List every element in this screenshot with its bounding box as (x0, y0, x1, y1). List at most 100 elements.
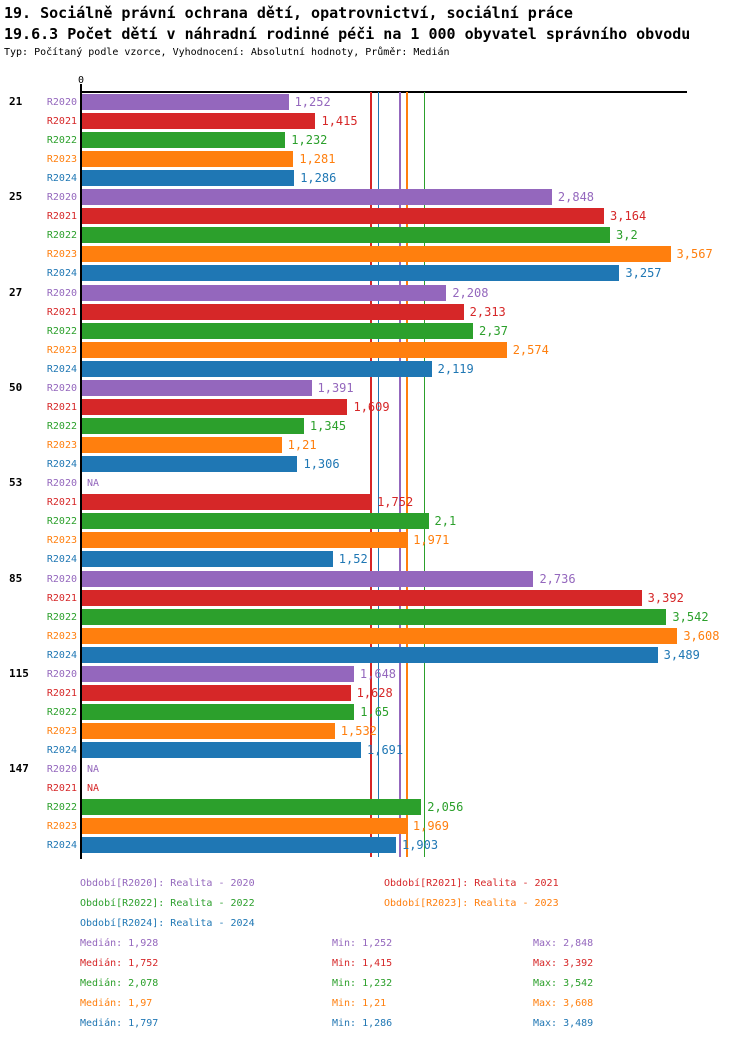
bar-85-R2021 (82, 589, 642, 606)
bar-value-27-R2022: 2,37 (479, 323, 508, 338)
stat-max-R2021: Max: 3,392 (533, 958, 594, 969)
row-label-25-R2024: R2024 (46, 268, 77, 280)
bar-27-R2022 (82, 322, 474, 339)
legend-item-R2023: Období[R2023]: Realita - 2023 (384, 898, 559, 909)
row-label-21-R2024: R2024 (46, 173, 77, 184)
row-label-147-R2020: R2020 (46, 764, 77, 776)
bar-value-27-R2023: 2,574 (512, 342, 549, 357)
bar-21-R2024 (82, 170, 295, 186)
row-label-53-R2023: R2023 (46, 535, 77, 547)
bar-value-115-R2022: 1,65 (360, 704, 390, 719)
row-label-21-R2023: R2023 (46, 154, 77, 165)
row-label-85-R2024: R2024 (46, 649, 77, 661)
bar-value-50-R2021: 1,609 (353, 399, 390, 414)
row-label-27-R2020: R2020 (46, 287, 77, 299)
row-label-27-R2021: R2021 (46, 306, 77, 318)
bar-value-50-R2023: 1,21 (287, 437, 317, 452)
row-label-27-R2024: R2024 (46, 363, 77, 375)
legend-item-R2024: Období[R2024]: Realita - 2024 (80, 918, 255, 929)
legend-item-R2021: Období[R2021]: Realita - 2021 (384, 878, 559, 889)
bar-115-R2024 (82, 741, 361, 758)
bar-25-R2024 (82, 265, 620, 282)
bar-value-147-R2024: 1,903 (401, 838, 439, 853)
bar-value-53-R2024: 1,52 (338, 552, 368, 567)
bar-value-53-R2023: 1,971 (413, 533, 450, 548)
row-label-147-R2021: R2021 (46, 783, 77, 795)
bar-21-R2020 (82, 94, 289, 110)
legend-item-R2020: Období[R2020]: Realita - 2020 (80, 878, 255, 889)
bar-value-85-R2021: 3,392 (647, 590, 684, 605)
bar-85-R2020 (82, 570, 534, 587)
page-title: 19. Sociálně právní ochrana dětí, opatro… (4, 4, 573, 22)
row-label-27-R2023: R2023 (46, 344, 77, 356)
bar-value-21-R2023: 1,281 (299, 152, 336, 166)
bar-value-50-R2020: 1,391 (317, 380, 354, 395)
row-label-53-R2021: R2021 (46, 497, 77, 509)
stat-min-R2022: Min: 1,232 (332, 978, 393, 989)
bar-115-R2023 (82, 722, 335, 739)
group-label-21: 21 (9, 95, 23, 108)
bar-value-27-R2024: 2,119 (437, 361, 474, 376)
bar-53-R2023 (82, 532, 408, 549)
bar-value-21-R2022: 1,232 (291, 133, 328, 147)
stat-max-R2023: Max: 3,608 (533, 998, 594, 1009)
row-label-21-R2020: R2020 (46, 97, 77, 108)
bar-value-50-R2024: 1,306 (303, 456, 340, 471)
bar-27-R2024 (82, 360, 432, 377)
row-label-25-R2022: R2022 (46, 230, 77, 242)
bar-50-R2021 (82, 398, 348, 415)
row-label-115-R2023: R2023 (46, 725, 77, 737)
bar-53-R2024 (82, 551, 333, 568)
x-axis-zero-label: 0 (77, 75, 85, 86)
bar-25-R2020 (82, 189, 552, 206)
row-label-85-R2020: R2020 (46, 573, 77, 585)
row-label-50-R2021: R2021 (46, 401, 77, 413)
bar-value-25-R2020: 2,848 (557, 190, 595, 205)
row-label-21-R2021: R2021 (46, 116, 77, 127)
bar-50-R2020 (82, 379, 312, 396)
bar-value-50-R2022: 1,345 (309, 418, 347, 433)
row-label-147-R2024: R2024 (46, 840, 77, 852)
stat-median-R2021: Medián: 1,752 (80, 958, 159, 969)
bar-value-115-R2023: 1,532 (340, 723, 377, 738)
row-label-50-R2024: R2024 (46, 458, 77, 470)
row-label-53-R2022: R2022 (46, 516, 77, 528)
bar-50-R2022 (82, 417, 304, 434)
stat-min-R2020: Min: 1,252 (332, 938, 393, 949)
median-line-R2022 (423, 92, 426, 857)
row-label-25-R2023: R2023 (46, 249, 77, 261)
bar-value-115-R2021: 1,628 (356, 685, 393, 700)
stat-max-R2024: Max: 3,489 (533, 1018, 594, 1029)
bar-147-R2022 (82, 799, 422, 816)
bar-chart: 0 21 R2020 1,252 R2021 1,415 R2022 1,232 R2023 1… (9, 75, 720, 859)
bar-50-R2024 (82, 455, 298, 472)
x-axis-line (81, 91, 687, 93)
stat-median-R2024: Medián: 1,797 (80, 1018, 159, 1029)
row-label-85-R2023: R2023 (46, 630, 77, 642)
stat-min-R2024: Min: 1,286 (332, 1018, 393, 1029)
chart-subtitle: 19.6.3 Počet dětí v náhradní rodinné péč… (4, 25, 691, 43)
bar-25-R2021 (82, 208, 605, 225)
bar-value-115-R2020: 1,648 (359, 666, 397, 681)
bar-value-27-R2021: 2,313 (469, 304, 506, 319)
group-label-27: 27 (9, 285, 23, 299)
bar-147-R2024 (82, 837, 396, 854)
bar-85-R2024 (82, 646, 658, 663)
bar-value-85-R2020: 2,736 (539, 571, 576, 586)
chart-meta: Typ: Počítaný podle vzorce, Vyhodnocení:… (4, 47, 450, 58)
row-label-147-R2022: R2022 (46, 802, 77, 814)
row-label-85-R2021: R2021 (46, 592, 77, 604)
row-label-115-R2020: R2020 (46, 668, 77, 680)
bar-85-R2023 (82, 627, 678, 644)
bar-50-R2023 (82, 436, 282, 453)
row-label-115-R2022: R2022 (46, 706, 77, 718)
bar-115-R2022 (82, 703, 355, 720)
bar-value-85-R2024: 3,489 (663, 647, 700, 662)
bar-value-53-R2021: 1,752 (377, 495, 414, 510)
bar-value-25-R2022: 3,2 (616, 228, 638, 243)
stat-min-R2023: Min: 1,21 (332, 998, 387, 1009)
bar-115-R2020 (82, 665, 354, 682)
bar-value-85-R2023: 3,608 (683, 628, 720, 643)
bar-value-115-R2024: 1,691 (367, 742, 404, 757)
stat-median-R2023: Medián: 1,97 (80, 998, 153, 1009)
